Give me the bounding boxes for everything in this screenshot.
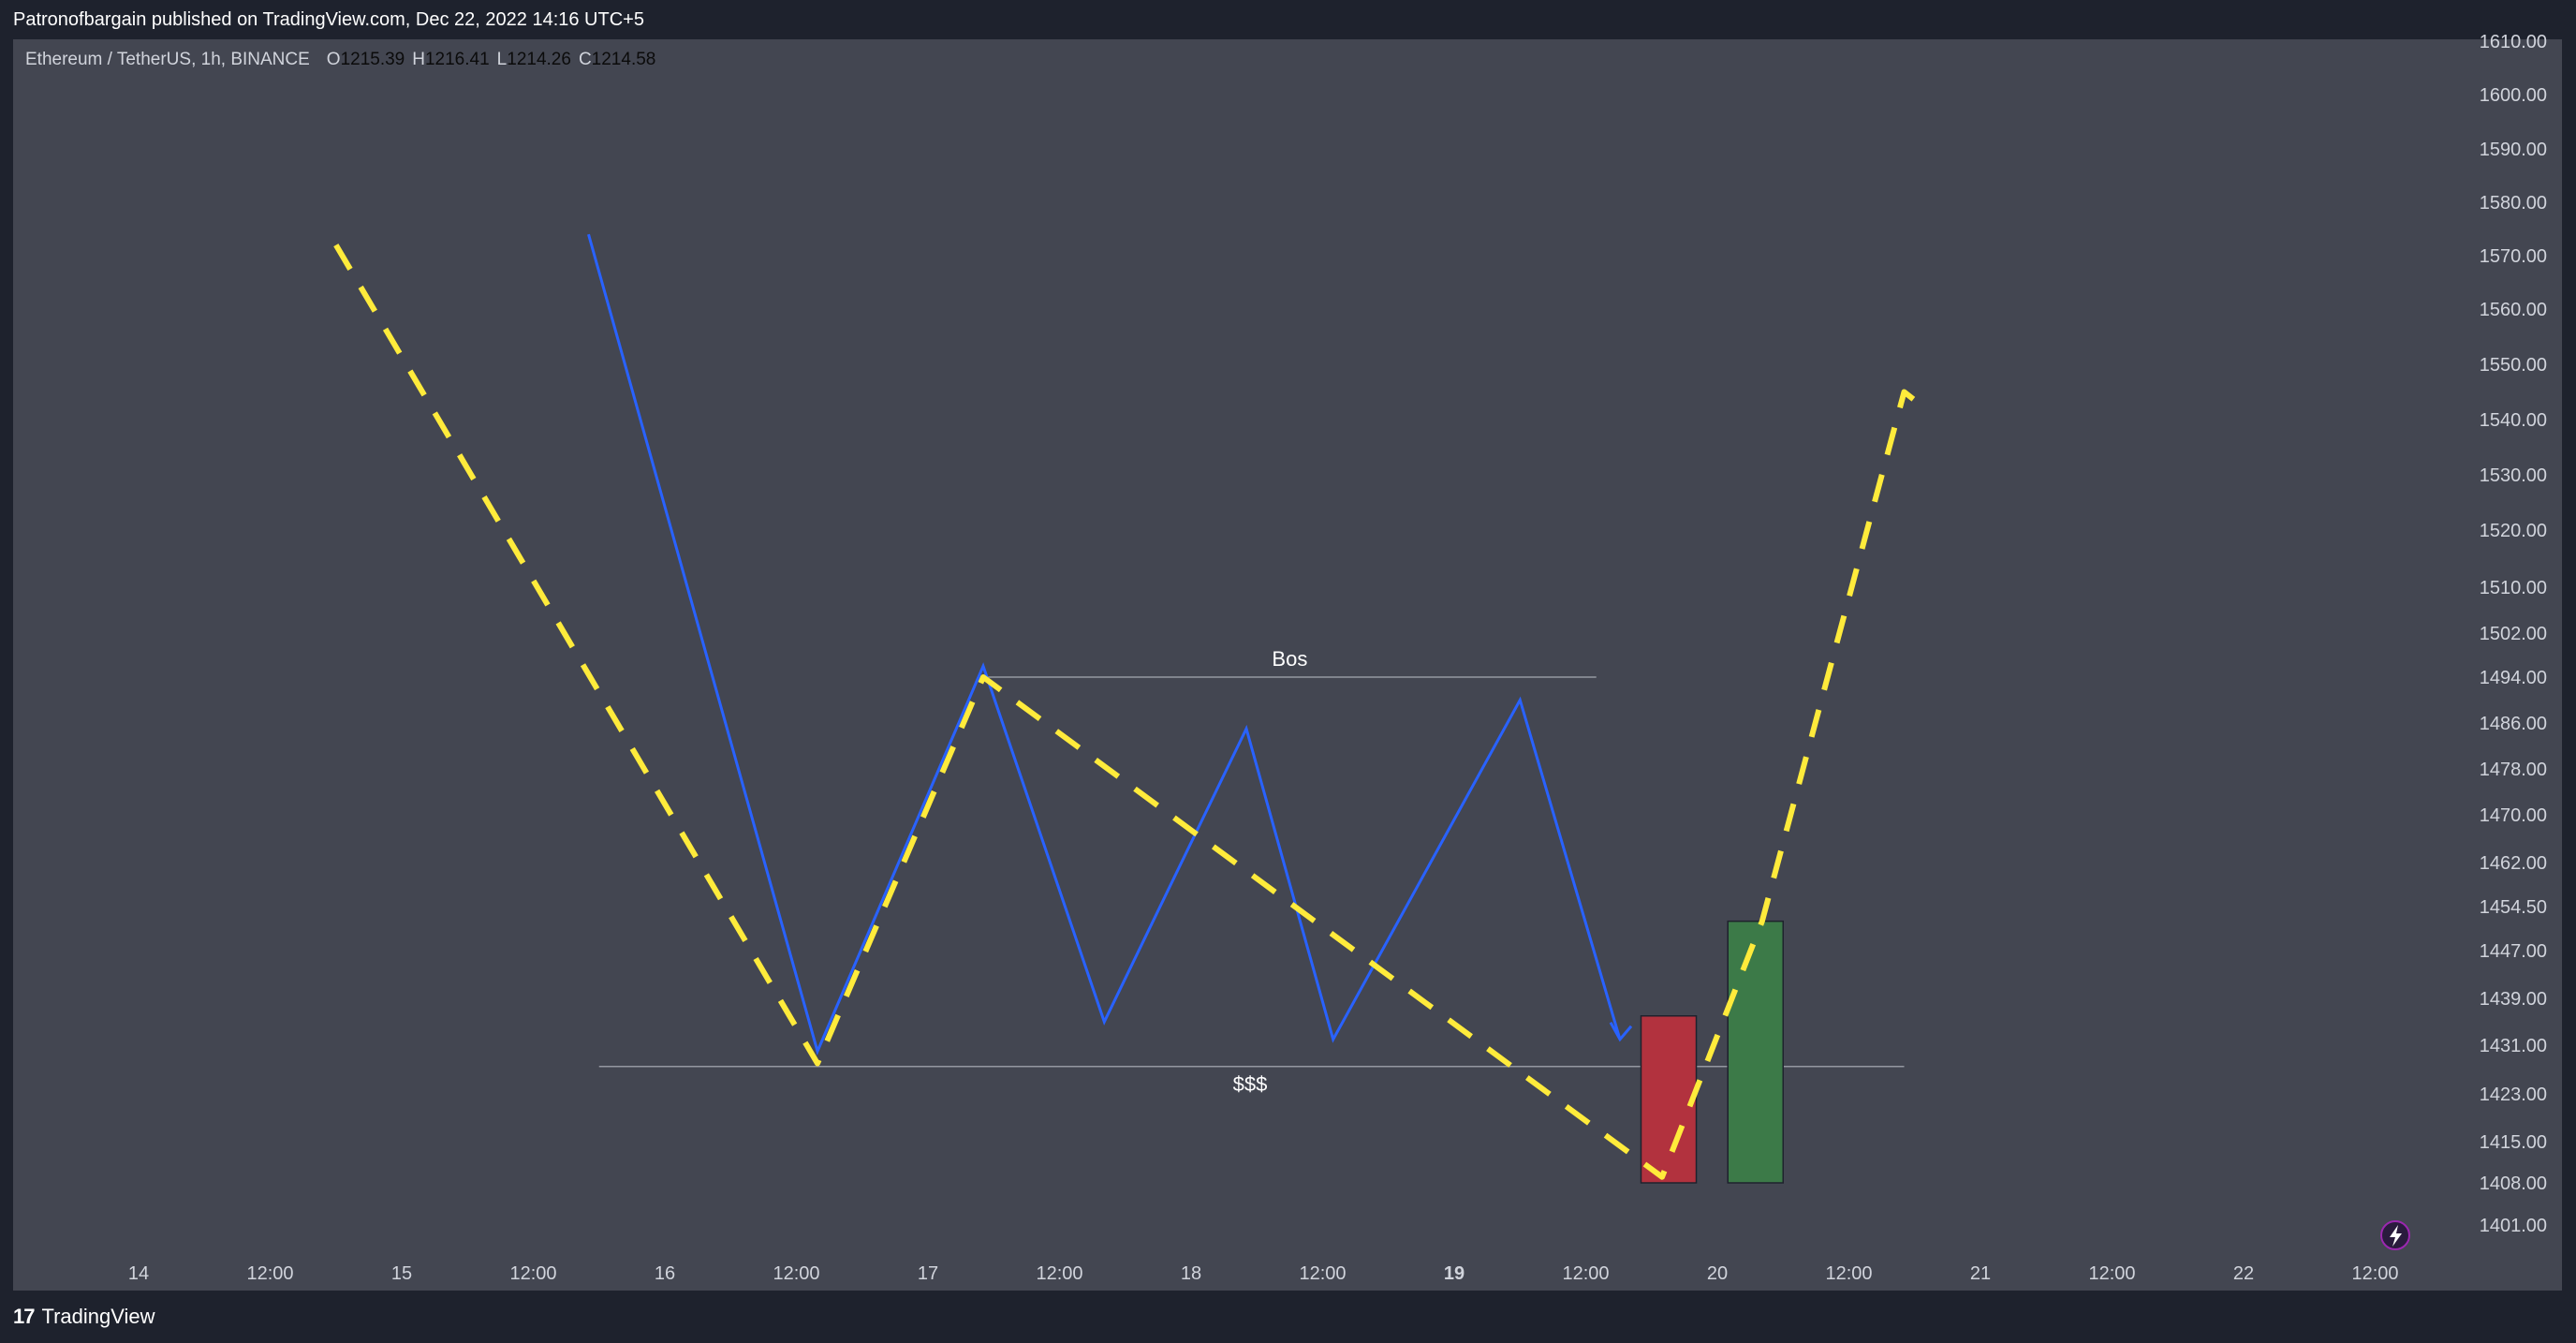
low-value: 1214.26: [507, 50, 571, 69]
lightning-bolt-icon: [2390, 1225, 2402, 1247]
time-axis-label: 12:00: [2351, 1263, 2398, 1284]
blue-arrowhead: [1609, 1022, 1633, 1042]
price-axis-label: 1502.00: [2480, 624, 2547, 644]
price-axis-label: 1423.00: [2480, 1085, 2547, 1105]
price-axis-label: 1560.00: [2480, 300, 2547, 320]
symbol-legend: Ethereum / TetherUS, 1h, BINANCE O 1215.3…: [25, 50, 655, 70]
price-axis-label: 1439.00: [2480, 989, 2547, 1010]
price-axis-label: 1610.00: [2480, 32, 2547, 52]
price-axis-label: 1494.00: [2480, 668, 2547, 688]
blue-price-path: [587, 233, 1622, 1055]
time-axis-label: 12:00: [1299, 1263, 1346, 1284]
time-axis-label: 15: [391, 1263, 412, 1284]
price-axis-label: 1408.00: [2480, 1173, 2547, 1194]
open-value: 1215.39: [340, 50, 405, 69]
time-axis-label: 12:00: [509, 1263, 556, 1284]
time-axis-label: 16: [655, 1263, 675, 1284]
brand-name: TradingView: [41, 1305, 155, 1328]
time-axis-label: 12:00: [1562, 1263, 1609, 1284]
chart-pane[interactable]: [13, 39, 2562, 1291]
time-axis-label: 12:00: [2088, 1263, 2135, 1284]
price-axis-label: 1478.00: [2480, 760, 2547, 780]
price-axis-label: 1520.00: [2480, 521, 2547, 541]
price-axis-label: 1454.50: [2480, 897, 2547, 918]
time-axis-label: 20: [1707, 1263, 1728, 1284]
publish-header: Patronofbargain published on TradingView…: [0, 0, 2576, 39]
price-axis-label: 1570.00: [2480, 246, 2547, 267]
tradingview-brand[interactable]: 17 TradingView: [13, 1305, 155, 1329]
price-axis-label: 1600.00: [2480, 85, 2547, 106]
price-axis-label: 1415.00: [2480, 1132, 2547, 1153]
price-axis-label: 1550.00: [2480, 355, 2547, 376]
open-key: O: [326, 50, 341, 69]
price-axis-label: 1590.00: [2480, 140, 2547, 160]
price-axis-label: 1401.00: [2480, 1216, 2547, 1236]
tradingview-logo-icon: 17: [13, 1305, 36, 1328]
time-axis-label: 17: [918, 1263, 938, 1284]
time-axis-label: 12:00: [1825, 1263, 1872, 1284]
footer: 17 TradingView: [0, 1291, 2576, 1343]
price-axis-label: 1462.00: [2480, 853, 2547, 874]
price-axis-label: 1580.00: [2480, 193, 2547, 214]
close-value: 1214.58: [591, 50, 656, 69]
time-axis-label: 12:00: [1036, 1263, 1082, 1284]
bos-label: Bos: [1272, 647, 1307, 671]
bullish-box: [1727, 920, 1784, 1184]
price-axis-label: 1470.00: [2480, 805, 2547, 826]
time-axis-label: 19: [1444, 1263, 1465, 1284]
high-key: H: [412, 50, 425, 69]
price-axis-label: 1530.00: [2480, 465, 2547, 486]
time-axis-label: 12:00: [246, 1263, 293, 1284]
bearish-box: [1640, 1015, 1698, 1184]
close-key: C: [578, 50, 592, 69]
publish-note: Patronofbargain published on TradingView…: [13, 8, 644, 30]
price-axis-label: 1510.00: [2480, 578, 2547, 598]
low-key: L: [496, 50, 508, 69]
price-axis-label: 1447.00: [2480, 941, 2547, 962]
time-axis-label: 21: [1970, 1263, 1991, 1284]
time-axis-label: 14: [128, 1263, 149, 1284]
symbol-title[interactable]: Ethereum / TetherUS, 1h, BINANCE: [25, 50, 310, 69]
time-axis-label: 18: [1181, 1263, 1201, 1284]
liquidity-label: $$$: [1233, 1072, 1268, 1096]
price-axis-label: 1486.00: [2480, 714, 2547, 734]
time-axis-label: 12:00: [773, 1263, 819, 1284]
price-axis-label: 1431.00: [2480, 1036, 2547, 1056]
time-axis-label: 22: [2233, 1263, 2254, 1284]
price-axis-label: 1540.00: [2480, 410, 2547, 431]
high-value: 1216.41: [424, 50, 490, 69]
yellow-projection-path: [333, 244, 1927, 1180]
